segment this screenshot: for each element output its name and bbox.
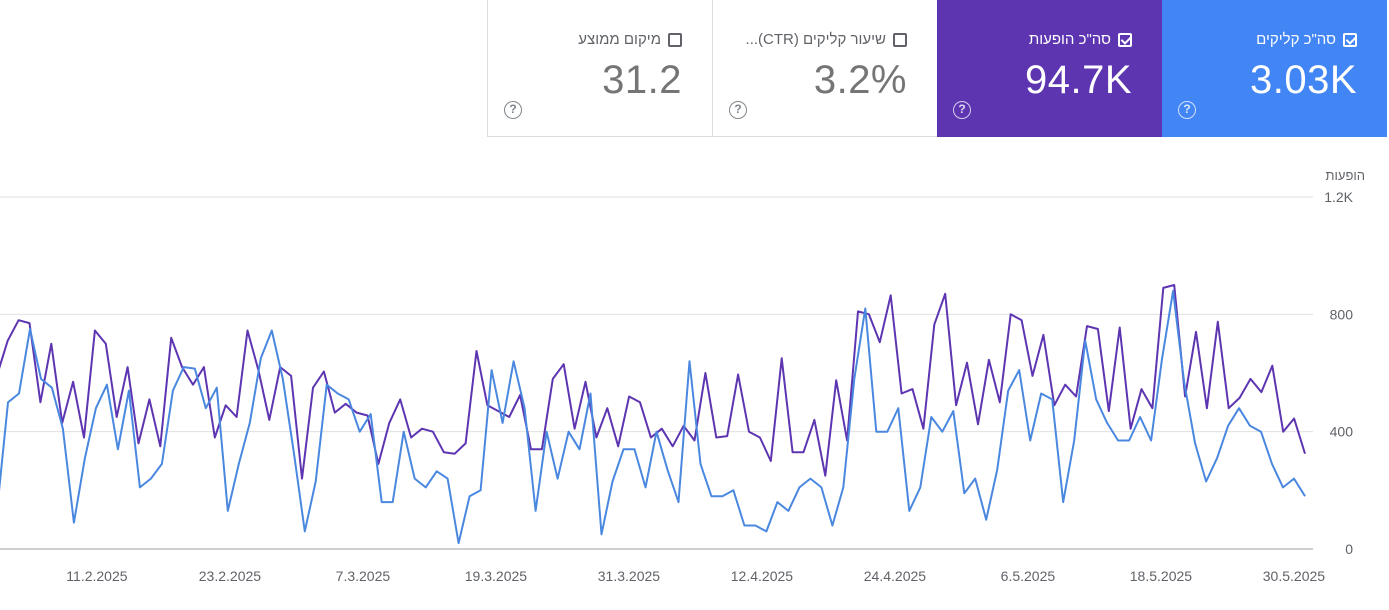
y-tick-label: 800 (1330, 306, 1354, 322)
checkbox-icon[interactable] (1343, 32, 1357, 47)
x-tick-label: 31.3.2025 (598, 568, 660, 584)
help-circle-icon[interactable]: ? (953, 101, 971, 119)
x-tick-label: 11.2.2025 (66, 568, 127, 584)
y-tick-label: 0 (1345, 541, 1353, 557)
metric-value: 31.2 (602, 58, 682, 102)
y-tick-label: 400 (1330, 424, 1354, 440)
checkbox-icon[interactable] (893, 32, 907, 47)
metric-value: 94.7K (1024, 58, 1132, 102)
metric-header: סה"כ הופעות (1029, 31, 1132, 48)
metric-label: סה"כ קליקים (1256, 31, 1336, 48)
metric-card-ctr[interactable]: שיעור קליקים (CTR)... 3.2% ? (712, 0, 937, 137)
help-circle-icon[interactable]: ? (504, 101, 522, 119)
help-circle-icon[interactable]: ? (729, 101, 747, 119)
performance-chart: הופעות04008001.2K30.1.202511.2.202523.2.… (0, 168, 1365, 584)
metric-value: 3.2% (813, 58, 907, 102)
x-tick-label: 24.4.2025 (864, 568, 926, 584)
metric-card-position[interactable]: מיקום ממוצע 31.2 ? (487, 0, 712, 137)
metric-card-clicks[interactable]: סה"כ קליקים 3.03K ? (1162, 0, 1387, 137)
checkbox-icon[interactable] (1118, 32, 1132, 47)
x-tick-label: 30.5.2025 (1263, 568, 1325, 584)
x-tick-label: 12.4.2025 (731, 568, 793, 584)
help-circle-icon[interactable]: ? (1178, 101, 1196, 119)
y-tick-label: 1.2K (1324, 189, 1353, 205)
metric-label: שיעור קליקים (CTR)... (745, 31, 886, 48)
x-tick-label: 23.2.2025 (199, 568, 261, 584)
metric-label: מיקום ממוצע (578, 31, 661, 48)
x-tick-label: 6.5.2025 (1001, 568, 1056, 584)
metric-value: 3.03K (1249, 58, 1357, 102)
metric-cards: מיקום ממוצע 31.2 ? שיעור קליקים (CTR)...… (487, 0, 1389, 137)
x-tick-label: 19.3.2025 (465, 568, 527, 584)
y-axis-title: הופעות (1326, 168, 1365, 183)
metric-label: סה"כ הופעות (1028, 31, 1111, 48)
metric-card-impressions[interactable]: סה"כ הופעות 94.7K ? (937, 0, 1162, 137)
x-tick-label: 7.3.2025 (336, 568, 391, 584)
checkbox-icon[interactable] (668, 32, 682, 47)
metric-header: שיעור קליקים (CTR)... (746, 31, 907, 48)
metric-header: מיקום ממוצע (578, 31, 682, 48)
x-tick-label: 18.5.2025 (1130, 568, 1192, 584)
metric-header: סה"כ קליקים (1256, 31, 1357, 48)
series-line-1 (0, 289, 1306, 545)
